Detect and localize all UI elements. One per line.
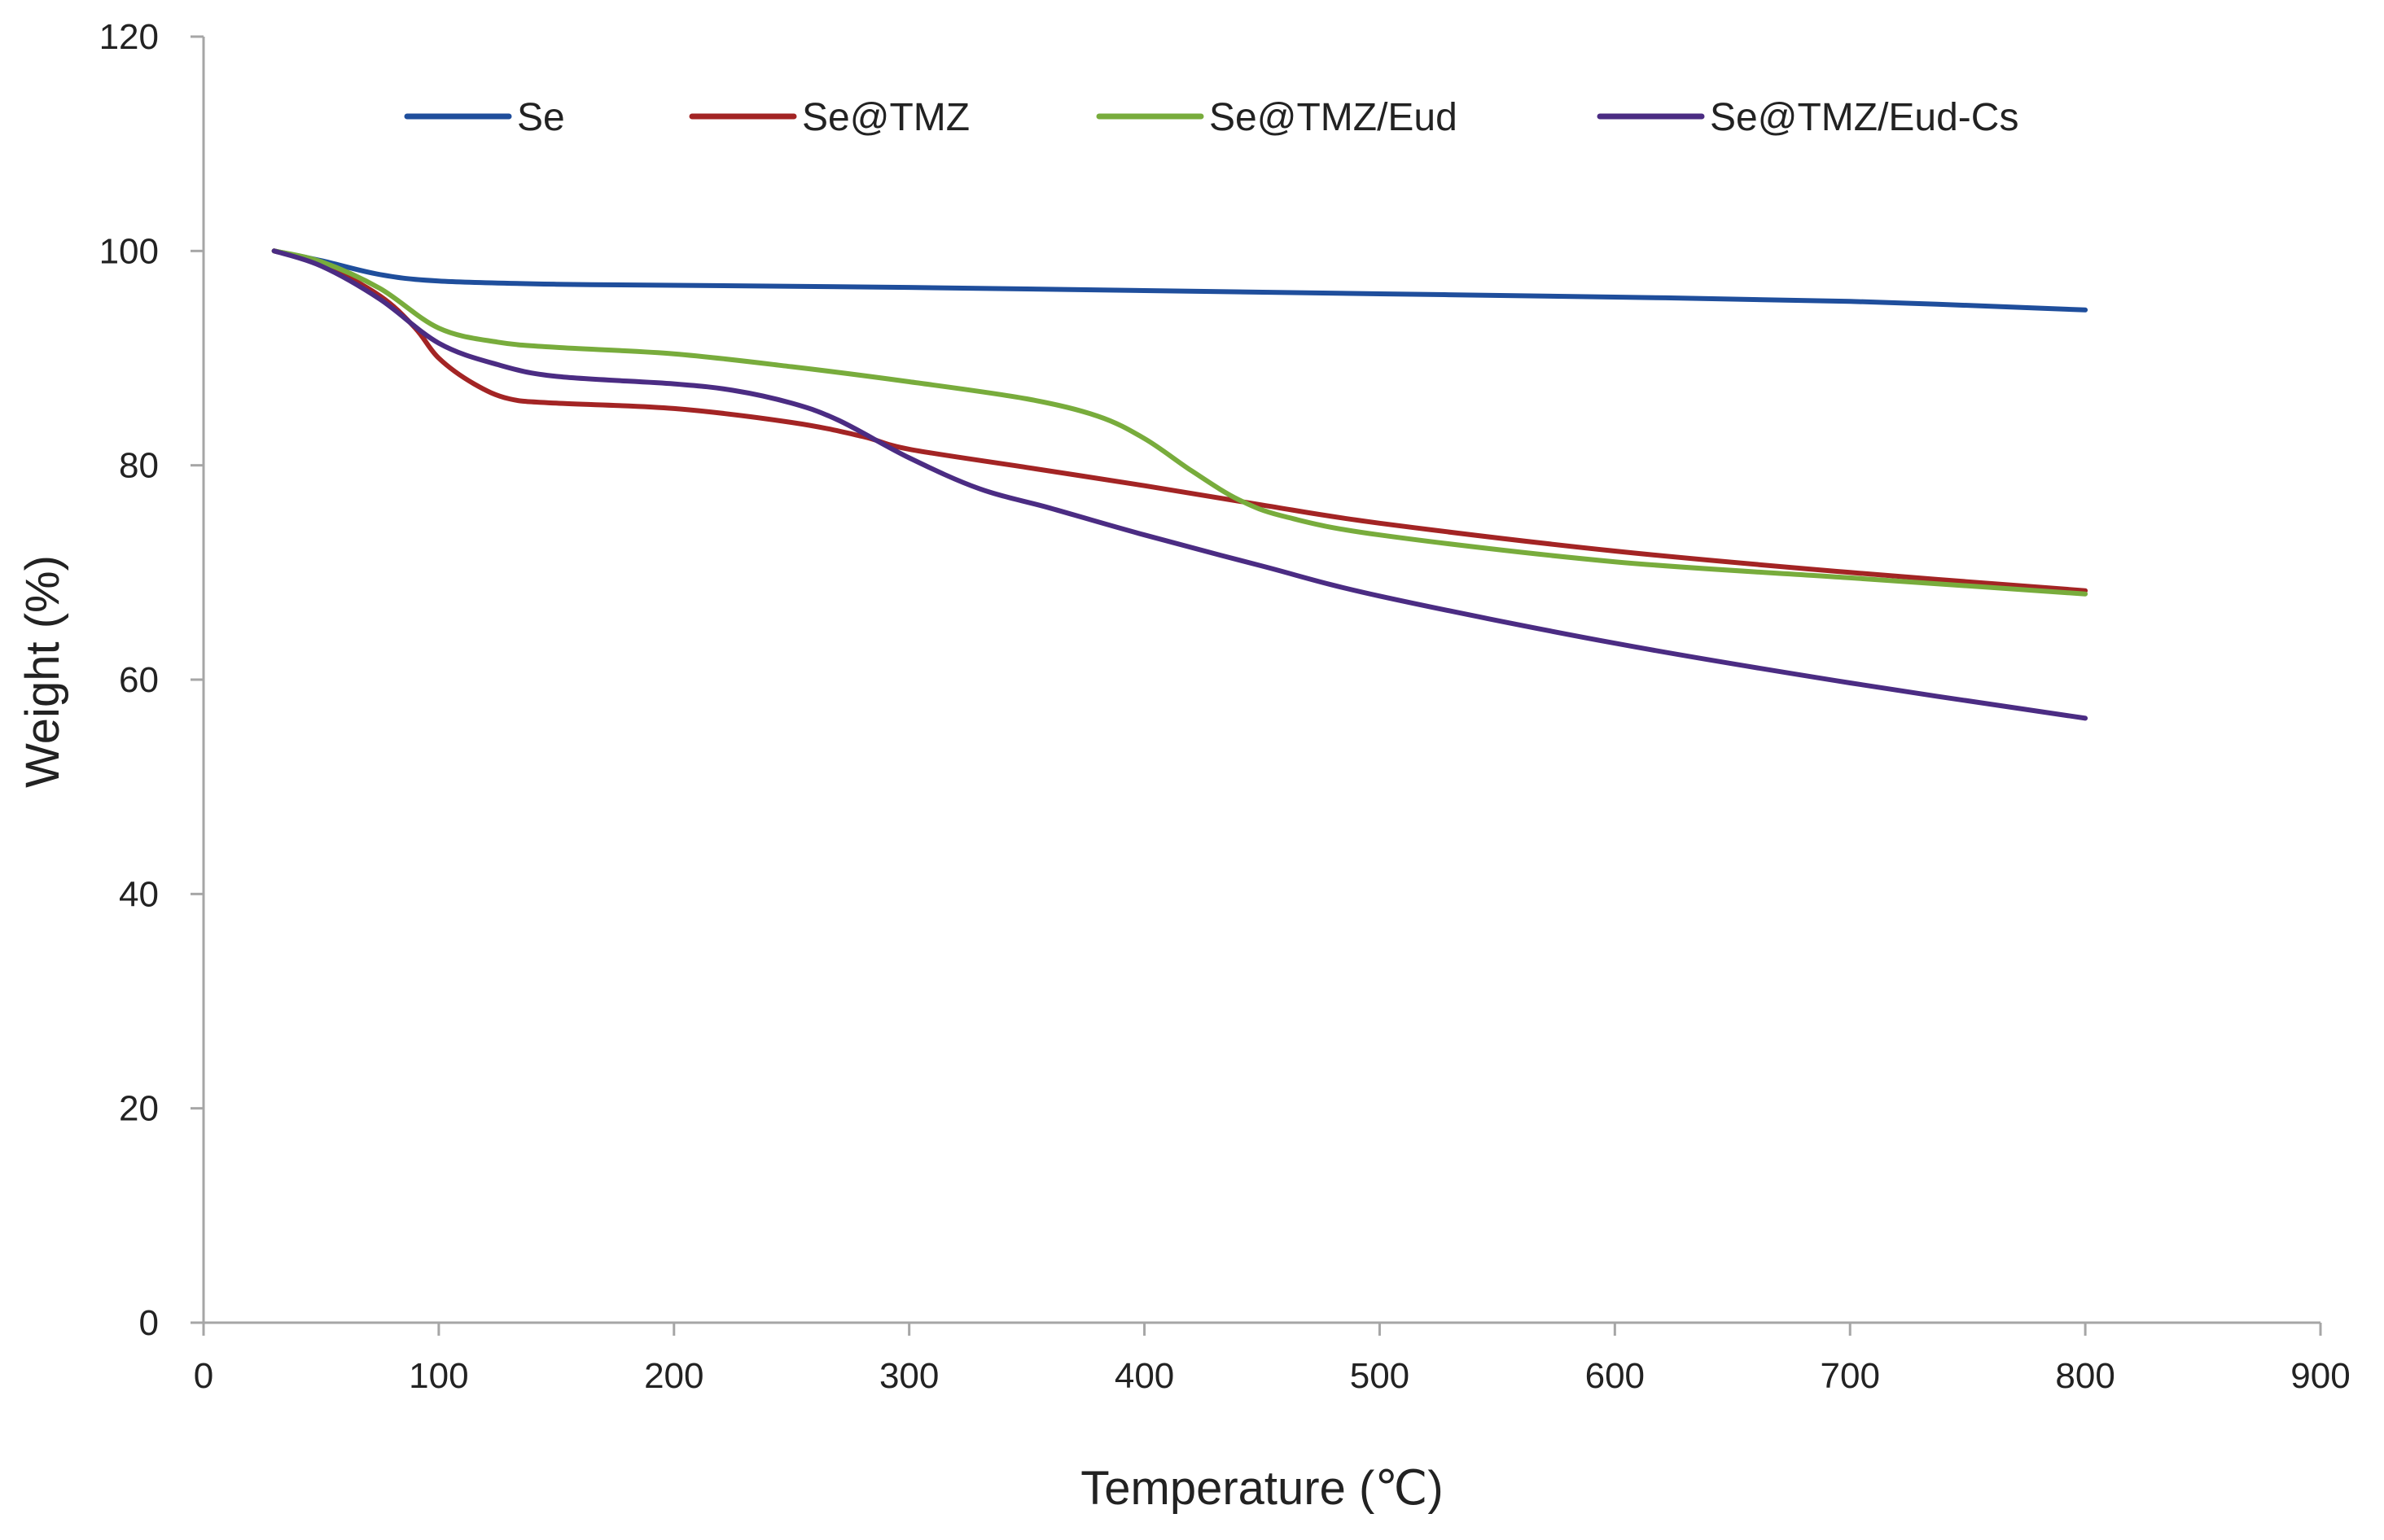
x-tick-label: 700 <box>1821 1356 1880 1396</box>
x-tick-label: 900 <box>2290 1356 2350 1396</box>
series-line-se-tmz-eud <box>271 248 2088 597</box>
legend-label-se: Se <box>517 96 565 139</box>
legend-label-se-tmz-eud: Se@TMZ/Eud <box>1209 96 1457 139</box>
series-line-se-tmz-eud-cs <box>271 248 2088 721</box>
legend: Se Se@TMZ Se@TMZ/Eud Se@TMZ/Eud-Cs <box>404 96 2018 139</box>
axes <box>202 37 2320 1324</box>
x-axis-title: Temperature (℃) <box>1080 1462 1443 1515</box>
series-line-se-tmz <box>271 248 2088 593</box>
y-axis-title: Weight (%) <box>16 555 69 788</box>
x-tick-label: 200 <box>644 1356 703 1396</box>
legend-label-se-tmz: Se@TMZ <box>802 96 970 139</box>
legend-label-se-tmz-eud-cs: Se@TMZ/Eud-Cs <box>1710 96 2018 139</box>
x-tick-label: 500 <box>1350 1356 1409 1396</box>
y-tick-label: 100 <box>99 231 159 271</box>
x-axis-ticks: 0 100 200 300 400 500 600 700 800 900 <box>194 1323 2351 1396</box>
x-tick-label: 600 <box>1585 1356 1645 1396</box>
x-tick-label: 400 <box>1115 1356 1174 1396</box>
y-tick-label: 0 <box>139 1303 159 1343</box>
y-tick-label: 60 <box>119 660 159 700</box>
plot-series <box>271 248 2088 721</box>
y-tick-label: 80 <box>119 446 159 486</box>
y-axis-ticks: 0 20 40 60 80 100 120 <box>99 17 204 1343</box>
y-tick-label: 20 <box>119 1089 159 1129</box>
x-tick-label: 800 <box>2055 1356 2114 1396</box>
x-tick-label: 300 <box>879 1356 939 1396</box>
series-line-se <box>271 248 2088 313</box>
x-tick-label: 0 <box>194 1356 213 1396</box>
y-tick-label: 40 <box>119 874 159 914</box>
y-tick-label: 120 <box>99 17 159 57</box>
x-tick-label: 100 <box>409 1356 468 1396</box>
